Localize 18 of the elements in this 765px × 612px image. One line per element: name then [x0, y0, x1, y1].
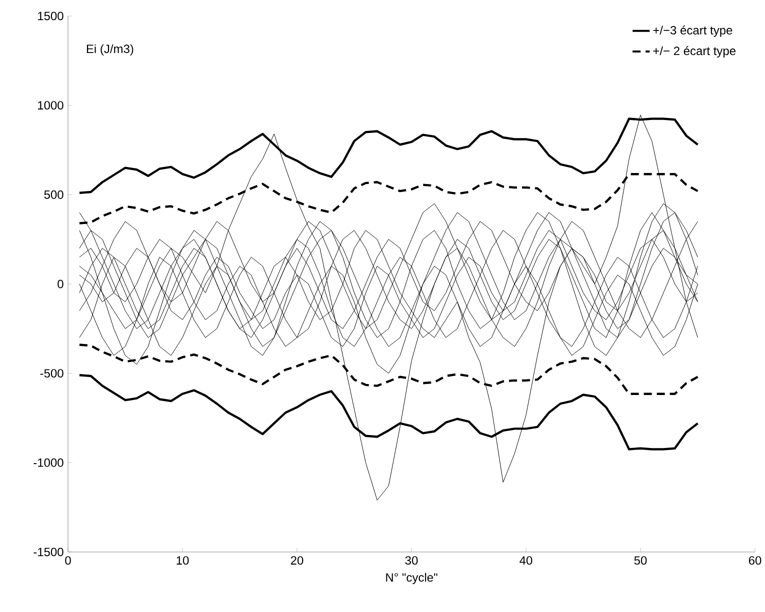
- y-tick-label: -1000: [34, 458, 64, 467]
- y-tick-label: 1500: [38, 12, 64, 20]
- y-tick-label: -500: [40, 369, 64, 378]
- y-tick-label: 0: [58, 280, 64, 288]
- y-tick-label: -1500: [34, 548, 64, 556]
- x-tick-label: 60: [748, 556, 762, 565]
- x-tick-label: 10: [176, 556, 189, 565]
- legend-label: +/− 2 écart type: [653, 46, 736, 58]
- y-tick-label: 1000: [38, 101, 64, 110]
- x-tick-label: 40: [520, 556, 532, 565]
- x-tick-label: 20: [290, 556, 304, 565]
- legend-label: +/−3 écart type: [653, 26, 732, 37]
- x-tick-label: 50: [634, 556, 647, 565]
- x-tick-label: 30: [405, 556, 418, 565]
- x-axis-title: N° "cycle": [386, 572, 438, 584]
- x-tick-label: 0: [65, 556, 71, 565]
- annotation: Ei (J/m3): [86, 44, 134, 56]
- y-tick-label: 500: [44, 190, 64, 199]
